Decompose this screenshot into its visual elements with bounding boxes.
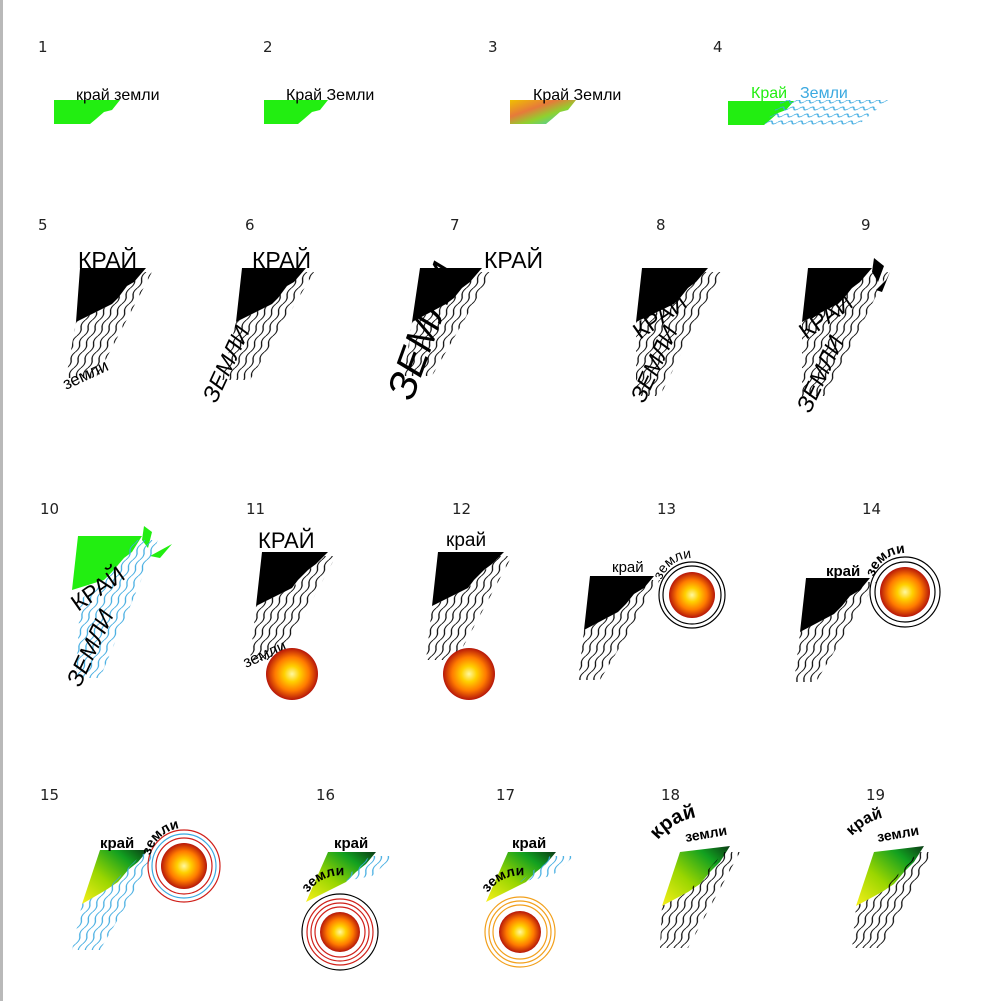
logo-word-1: Край bbox=[751, 85, 787, 102]
variant-number: 17 bbox=[496, 786, 515, 804]
variant-17-logo: край земли bbox=[478, 835, 574, 968]
variant-number: 15 bbox=[40, 786, 59, 804]
variant-number: 8 bbox=[656, 216, 666, 234]
logo-word-1: КРАЙ bbox=[258, 528, 315, 553]
variant-number: 10 bbox=[40, 500, 59, 518]
variant-3-logo: Край Земли bbox=[510, 87, 621, 124]
variant-2-logo: Край Земли bbox=[264, 87, 374, 124]
logo-word-2: земли bbox=[876, 822, 920, 845]
variant-6-logo: КРАЙ ЗЕМЛИ bbox=[197, 246, 314, 406]
variant-number: 16 bbox=[316, 786, 335, 804]
variant-11-logo: КРАЙ земли bbox=[241, 528, 336, 700]
sun-icon bbox=[266, 648, 318, 700]
sun-icon bbox=[320, 912, 360, 952]
variant-19-logo: край земли bbox=[843, 805, 934, 948]
logo-word-1: КРАЙ bbox=[484, 246, 543, 273]
variant-number: 19 bbox=[866, 786, 885, 804]
variant-1-logo: край земли bbox=[54, 87, 160, 124]
sun-icon bbox=[499, 911, 541, 953]
variant-10-logo: КРАЙ ЗЕМЛИ bbox=[61, 526, 172, 690]
variant-15-logo: край земли bbox=[72, 815, 221, 950]
logo-word-2: земли bbox=[684, 822, 728, 845]
variant-number: 11 bbox=[246, 500, 265, 518]
variant-number: 1 bbox=[38, 38, 48, 56]
sun-icon bbox=[669, 572, 715, 618]
variant-12-logo: край bbox=[426, 530, 512, 700]
variant-4-logo: Край Земли bbox=[728, 85, 888, 125]
logo-word-1: край bbox=[446, 530, 486, 551]
logo-word-1: КРАЙ bbox=[252, 246, 311, 273]
logo-word-1: край bbox=[100, 835, 134, 852]
variant-8-logo: КРАЙ ЗЕМЛИ bbox=[625, 268, 722, 406]
logo-word-1: край bbox=[512, 835, 546, 852]
variant-7-logo: КРАЙ ЗЕМЛИ bbox=[379, 246, 543, 405]
variant-numbers: 1 2 3 4 5 6 7 8 9 10 11 12 13 14 15 16 1… bbox=[38, 38, 885, 804]
variant-number: 7 bbox=[450, 216, 460, 234]
variant-number: 9 bbox=[861, 216, 871, 234]
variant-14-logo: край земли bbox=[794, 540, 941, 682]
logo-word-2: Земли bbox=[800, 85, 848, 102]
logo-word-2: ЗЕМЛИ bbox=[791, 331, 849, 416]
logo-word-1: край bbox=[612, 559, 644, 576]
variant-number: 12 bbox=[452, 500, 471, 518]
logo-word-1: край bbox=[826, 563, 860, 580]
variant-number: 13 bbox=[657, 500, 676, 518]
variant-5-logo: КРАЙ земли bbox=[60, 246, 152, 394]
logo-wordmark: край земли bbox=[76, 87, 160, 104]
logo-wordmark: Край Земли bbox=[533, 87, 621, 104]
variant-18-logo: край земли bbox=[645, 801, 740, 948]
variant-number: 18 bbox=[661, 786, 680, 804]
variant-number: 6 bbox=[245, 216, 255, 234]
variant-13-logo: край земли bbox=[578, 545, 726, 680]
variant-number: 2 bbox=[263, 38, 273, 56]
variant-number: 3 bbox=[488, 38, 498, 56]
sun-icon bbox=[161, 843, 207, 889]
logo-wordmark: Край Земли bbox=[286, 87, 374, 104]
sun-icon bbox=[880, 567, 930, 617]
logo-word-1: край bbox=[334, 835, 368, 852]
logo-word-1: КРАЙ bbox=[78, 246, 137, 273]
variant-number: 14 bbox=[862, 500, 881, 518]
variant-number: 5 bbox=[38, 216, 48, 234]
page-left-border bbox=[0, 0, 3, 1001]
sun-icon bbox=[443, 648, 495, 700]
variant-9-logo: КРАЙ ЗЕМЛИ bbox=[791, 258, 890, 416]
variant-number: 4 bbox=[713, 38, 723, 56]
variant-16-logo: край земли bbox=[298, 835, 394, 971]
